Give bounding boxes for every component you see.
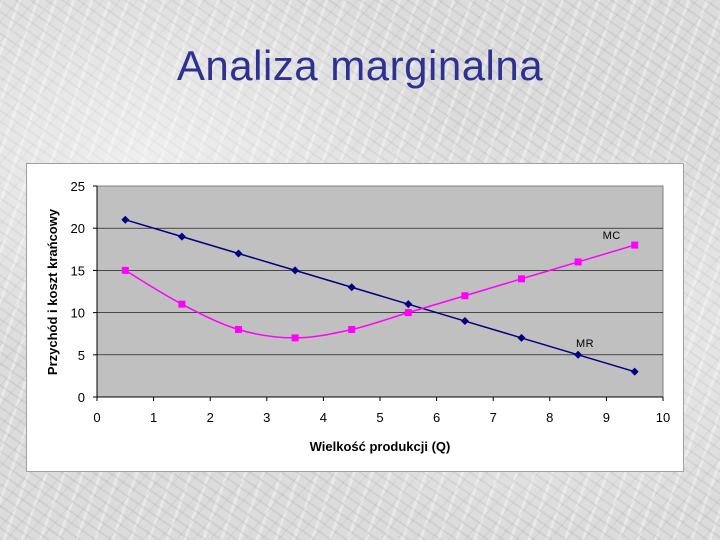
mr-point: [347, 283, 356, 292]
x-axis-title: Wielkość produkcji (Q): [310, 439, 451, 454]
x-tick-label: 0: [93, 410, 100, 425]
mc-line: [124, 244, 635, 339]
x-tick-label: 8: [546, 410, 553, 425]
mr-point: [404, 300, 413, 309]
mr-point: [460, 317, 469, 326]
series-group: MR MC: [121, 215, 639, 376]
x-tick-label: 4: [320, 410, 327, 425]
x-tick-label: 1: [150, 410, 157, 425]
mc-point: [461, 292, 469, 300]
mr-line: [125, 219, 635, 373]
axes: [93, 185, 664, 401]
x-tick-label: 5: [376, 410, 383, 425]
mc-point: [291, 334, 299, 342]
mc-point: [518, 275, 525, 283]
gridlines: [97, 227, 663, 356]
mr-point: [121, 215, 130, 224]
mc-point: [178, 300, 186, 308]
mc-point: [574, 258, 582, 266]
y-tick-label: 15: [71, 263, 85, 278]
mc-point: [631, 241, 639, 249]
y-tick-label: 25: [71, 179, 85, 194]
mc-point: [404, 309, 412, 317]
x-tick-label: 2: [207, 410, 214, 425]
x-tick-label: 9: [603, 410, 610, 425]
mr-point: [517, 333, 526, 342]
plot-area: [96, 185, 664, 398]
x-tick-label: 6: [433, 410, 440, 425]
mc-point: [121, 266, 129, 274]
mr-point: [234, 249, 243, 258]
mc-point: [235, 325, 242, 333]
mr-point: [574, 350, 583, 359]
mc-point: [348, 325, 356, 333]
x-tick-label: 3: [263, 410, 270, 425]
y-tick-label: 10: [71, 306, 85, 321]
y-axis-title: Przychód i koszt krańcowy: [45, 208, 60, 375]
x-tick-label: 7: [490, 410, 497, 425]
mc-series-label: MC: [603, 230, 621, 242]
chart-frame: MR MC 0 5 10 15 20 25 0 1 2 3 4 5 6 7 8 9 10 Wielkość pro…: [26, 163, 684, 472]
mr-series-label: MR: [576, 338, 594, 350]
y-tick-label: 5: [78, 348, 85, 363]
tick-labels: 0 5 10 15 20 25 0 1 2 3 4 5 6 7 8 9 10: [71, 179, 671, 425]
mr-point: [177, 232, 186, 241]
y-tick-label: 20: [71, 221, 85, 236]
mr-point: [291, 266, 300, 275]
line-chart: MR MC 0 5 10 15 20 25 0 1 2 3 4 5 6 7 8 9 10 Wielkość pro…: [45, 179, 671, 454]
x-tick-label: 10: [656, 410, 670, 425]
y-tick-label: 0: [78, 390, 85, 405]
mr-point: [630, 367, 639, 376]
slide-title: Analiza marginalna: [176, 42, 544, 89]
